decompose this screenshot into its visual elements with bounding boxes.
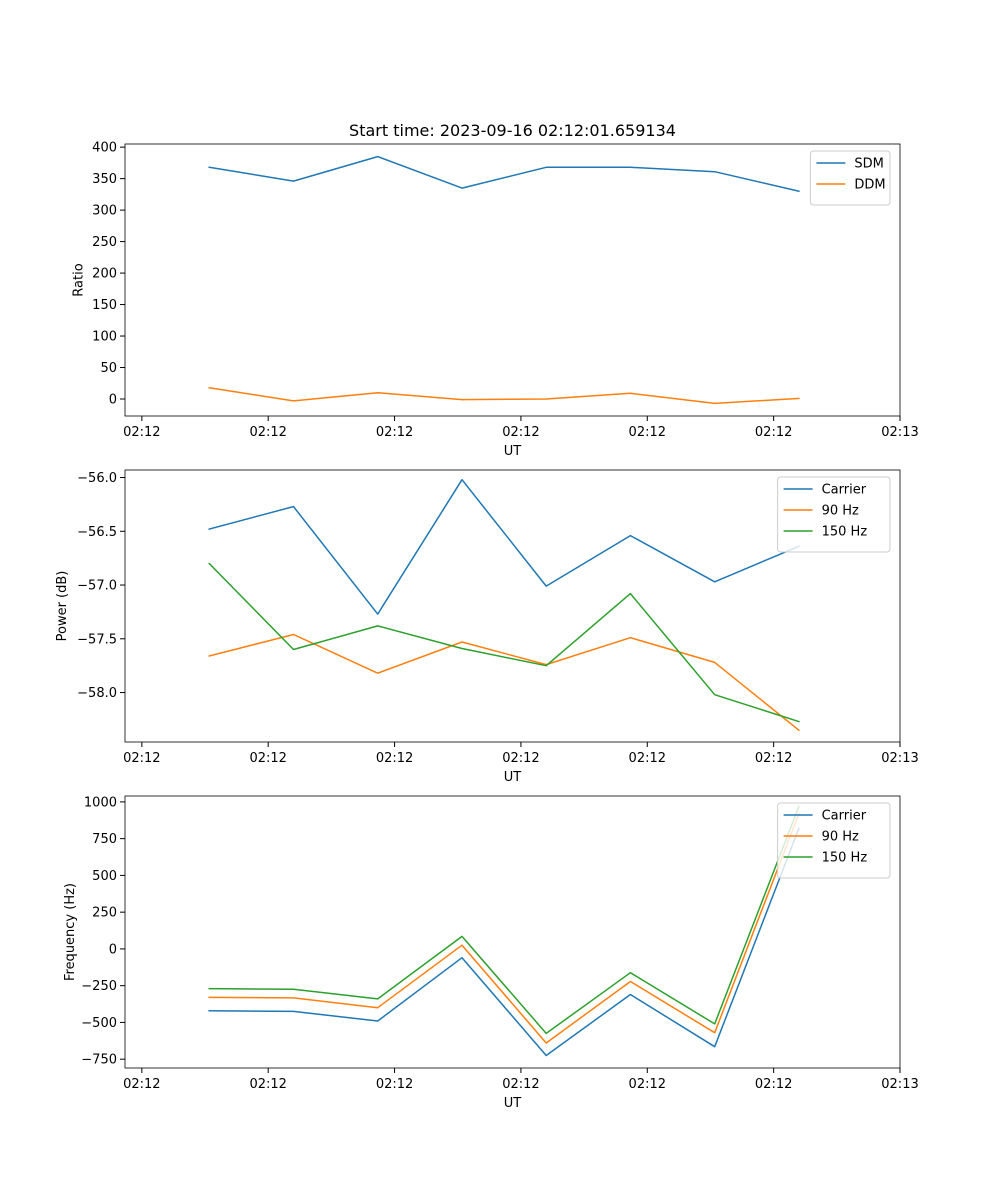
y-tick-label: −56.5 (77, 525, 117, 540)
subplot-frequency: 02:12 02:12 02:12 02:12 02:12 02:12 02:13 1000 7… (63, 795, 919, 1111)
y-tick-label: −250 (81, 979, 117, 994)
legend-label-ddm: DDM (854, 178, 885, 193)
legend-box (777, 476, 891, 553)
axes-frame (124, 795, 901, 1069)
y-tick-label: 500 (92, 869, 117, 884)
x-tick-label: 02:13 (881, 1077, 918, 1092)
x-axis-label: UT (504, 444, 522, 459)
y-tick-label: 250 (92, 235, 117, 250)
y-tick-label: 50 (100, 361, 117, 376)
y-tick-label: 200 (92, 267, 117, 282)
x-tick-label: 02:12 (249, 425, 286, 440)
x-axis-label: UT (504, 770, 522, 785)
x-tick-label: 02:12 (123, 1077, 160, 1092)
x-tick-label: 02:12 (755, 425, 792, 440)
x-tick-label: 02:12 (502, 751, 539, 766)
x-tick-label: 02:12 (502, 425, 539, 440)
y-tick-label: 100 (92, 330, 117, 345)
x-tick-label: 02:12 (249, 751, 286, 766)
x-tick-label: 02:12 (376, 1077, 413, 1092)
legend: Carrier 90 Hz 150 Hz (777, 476, 891, 553)
legend-box (809, 150, 891, 206)
legend-label-150-hz: 150 Hz (822, 851, 868, 866)
y-tick-label: 750 (92, 832, 117, 847)
x-tick-label: 02:12 (376, 751, 413, 766)
axes-frame (124, 143, 901, 417)
x-tick-label: 02:12 (123, 425, 160, 440)
x-axis-label: UT (504, 1096, 522, 1111)
y-tick-label: −57.0 (77, 579, 117, 594)
x-tick-label: 02:12 (376, 425, 413, 440)
x-tick-label: 02:12 (629, 1077, 666, 1092)
x-tick-label: 02:12 (755, 1077, 792, 1092)
y-tick-label: 300 (92, 204, 117, 219)
legend-label-150-hz: 150 Hz (822, 525, 868, 540)
chart-title: Start time: 2023-09-16 02:12:01.659134 (349, 121, 676, 140)
legend-label-90-hz: 90 Hz (822, 830, 859, 845)
x-tick-label: 02:12 (755, 751, 792, 766)
y-tick-label: 150 (92, 298, 117, 313)
y-tick-label: −750 (81, 1053, 117, 1068)
x-tick-label: 02:12 (502, 1077, 539, 1092)
axes-frame (124, 469, 901, 743)
series-line-sdm (208, 155, 800, 193)
y-tick-label: −500 (81, 1016, 117, 1031)
x-tick-label: 02:12 (629, 751, 666, 766)
y-tick-label: −56.0 (77, 471, 117, 486)
series-line-90-hz (208, 633, 800, 732)
series-line-ddm (208, 386, 800, 405)
y-axis-label: Frequency (Hz) (63, 883, 78, 981)
y-tick-label: 350 (92, 172, 117, 187)
y-tick-label: 0 (109, 942, 117, 957)
y-tick-label: 250 (92, 906, 117, 921)
legend-label-carrier: Carrier (822, 809, 867, 824)
x-tick-label: 02:13 (881, 425, 918, 440)
y-tick-label: 1000 (84, 795, 117, 810)
x-tick-label: 02:12 (629, 425, 666, 440)
legend-label-carrier: Carrier (822, 483, 867, 498)
series-line-90-hz (208, 812, 800, 1044)
subplot-power: 02:12 02:12 02:12 02:12 02:12 02:12 02:13 −56.0… (55, 469, 919, 785)
legend: Carrier 90 Hz 150 Hz (777, 802, 891, 879)
series-line-150-hz (208, 562, 800, 723)
x-tick-label: 02:13 (881, 751, 918, 766)
subplot-ratio: Start time: 2023-09-16 02:12:01.65913402… (71, 121, 918, 459)
series-line-150-hz (208, 805, 800, 1035)
legend-box (777, 802, 891, 879)
legend: SDM DDM (809, 150, 891, 206)
y-tick-label: −57.5 (77, 632, 117, 647)
x-tick-label: 02:12 (123, 751, 160, 766)
y-tick-label: −58.0 (77, 686, 117, 701)
legend-label-90-hz: 90 Hz (822, 504, 859, 519)
y-axis-label: Power (dB) (55, 571, 70, 642)
series-line-carrier (208, 827, 800, 1057)
y-tick-label: 0 (109, 393, 117, 408)
y-axis-label: Ratio (71, 263, 86, 296)
legend-label-sdm: SDM (854, 157, 883, 172)
x-tick-label: 02:12 (249, 1077, 286, 1092)
series-line-carrier (208, 478, 800, 615)
y-tick-label: 400 (92, 141, 117, 156)
